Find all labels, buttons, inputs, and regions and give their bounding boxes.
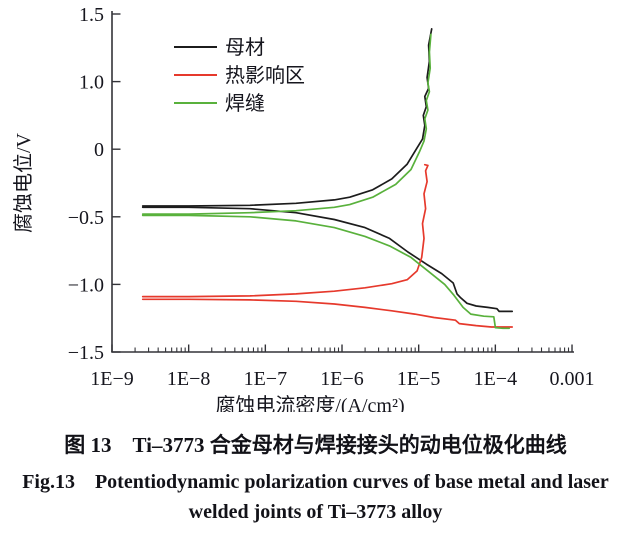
x-axis-title: 腐蚀电流密度/(A/cm²) (215, 394, 404, 412)
legend-label-weld: 焊缝 (225, 92, 265, 115)
y-tick-label: 0 (94, 139, 104, 161)
y-tick-label: 1.5 (79, 4, 104, 26)
curve-haz-anodic (141, 163, 429, 298)
caption-english-line1: Fig.13 Potentiodynamic polarization curv… (22, 471, 609, 493)
y-tick-label: −1.0 (68, 274, 104, 296)
curve-weld-anodic (141, 33, 432, 215)
x-tick-label: 0.001 (550, 368, 595, 390)
x-tick-label: 1E−9 (90, 368, 134, 390)
y-tick-label: −1.5 (68, 342, 104, 364)
curve-base-metal-cathodic (141, 206, 514, 313)
x-tick-label: 1E−6 (320, 368, 364, 390)
y-tick-label: −0.5 (68, 207, 104, 229)
x-tick-label: 1E−5 (397, 368, 441, 390)
x-tick-label: 1E−8 (167, 368, 211, 390)
y-axis-title: 腐蚀电位/V (12, 132, 35, 233)
caption-english-line2: welded joints of Ti–3773 alloy (188, 501, 443, 523)
legend-label-haz: 热影响区 (225, 64, 305, 87)
x-tick-label: 1E−4 (474, 368, 518, 390)
caption-chinese: 图 13 Ti–3773 合金母材与焊接接头的动电位极化曲线 (64, 433, 567, 457)
curve-base-metal-anodic (141, 28, 433, 207)
curve-weld-cathodic (141, 214, 511, 330)
polarization-plot: 1.5 1.0 0 −0.5 −1.0 −1.5 1E−9 1E−8 1E−7 1E−6 1E−5 1… (12, 4, 595, 412)
y-tick-label: 1.0 (79, 72, 104, 94)
curve-haz-cathodic (141, 298, 514, 328)
legend-label-base-metal: 母材 (225, 36, 265, 59)
x-tick-label: 1E−7 (244, 368, 288, 390)
